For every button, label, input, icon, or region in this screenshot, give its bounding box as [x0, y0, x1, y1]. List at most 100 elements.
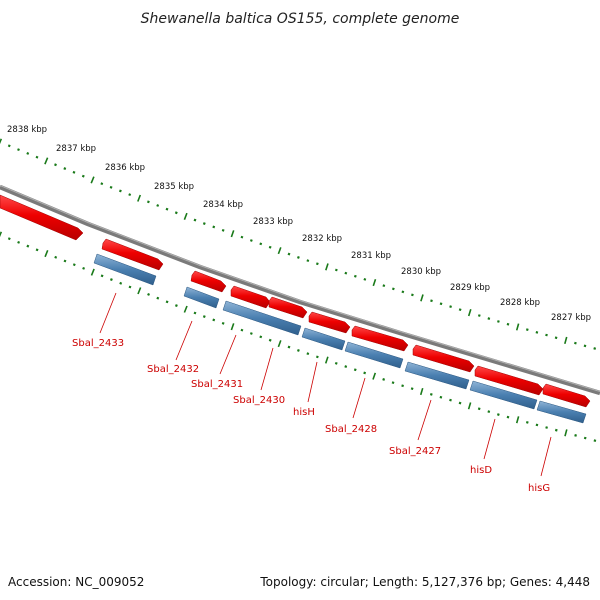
- gene-feature[interactable]: [183, 286, 220, 309]
- minor-tick: [81, 174, 85, 178]
- genome-summary-text: Topology: circular; Length: 5,127,376 bp…: [259, 575, 590, 589]
- minor-tick: [147, 292, 151, 296]
- minor-tick: [156, 204, 160, 207]
- cds-feature[interactable]: [0, 194, 84, 241]
- minor-tick: [202, 315, 206, 318]
- cds-feature[interactable]: [542, 383, 591, 408]
- minor-tick: [344, 271, 348, 275]
- gene-label-sbal-2431[interactable]: Sbal_2431: [191, 379, 243, 390]
- minor-tick: [391, 287, 395, 291]
- minor-tick: [496, 413, 500, 416]
- minor-tick: [7, 144, 11, 148]
- minor-tick: [363, 278, 367, 281]
- gene-label-hisg[interactable]: hisG: [528, 483, 550, 494]
- gene-label-sbal-2427[interactable]: Sbal_2427: [389, 446, 441, 457]
- major-tick: [420, 294, 424, 302]
- minor-tick: [165, 207, 169, 211]
- minor-tick: [212, 225, 216, 229]
- minor-tick: [26, 151, 30, 155]
- gene-feature[interactable]: [301, 327, 346, 351]
- minor-tick: [497, 320, 500, 323]
- minor-tick: [54, 255, 58, 259]
- minor-tick: [156, 296, 160, 300]
- minor-tick: [259, 335, 263, 339]
- minor-tick: [583, 344, 587, 348]
- gene-feature[interactable]: [469, 380, 538, 410]
- minor-tick: [593, 347, 597, 350]
- minor-tick: [174, 211, 178, 215]
- minor-tick: [35, 155, 39, 159]
- cds-feature[interactable]: [190, 270, 227, 293]
- scale-label-2829: 2829 kbp: [450, 283, 490, 293]
- minor-tick: [259, 242, 263, 246]
- minor-tick: [487, 410, 491, 414]
- major-tick: [230, 230, 235, 238]
- minor-tick: [382, 284, 386, 288]
- scale-label-2833: 2833 kbp: [253, 217, 293, 227]
- major-tick: [137, 194, 142, 202]
- gene-feature[interactable]: [536, 400, 587, 424]
- minor-tick: [411, 293, 414, 297]
- major-tick: [325, 263, 329, 271]
- cds-feature[interactable]: [101, 238, 164, 271]
- minor-tick: [119, 281, 123, 285]
- minor-tick: [429, 392, 433, 396]
- scale-label-2828: 2828 kbp: [500, 298, 540, 308]
- gene-label-sbal-2428[interactable]: Sbal_2428: [325, 424, 377, 435]
- minor-tick: [353, 274, 357, 278]
- cds-feature[interactable]: [351, 325, 409, 352]
- minor-tick: [193, 218, 197, 222]
- minor-tick: [109, 278, 113, 281]
- minor-tick: [240, 328, 244, 332]
- genome-backbone: [0, 184, 600, 396]
- scale-label-2830: 2830 kbp: [401, 267, 441, 277]
- minor-tick: [506, 322, 510, 326]
- minor-tick: [82, 266, 86, 270]
- minor-tick: [593, 439, 597, 443]
- gene-label-sbal-2433[interactable]: Sbal_2433: [72, 338, 124, 349]
- minor-tick: [583, 436, 587, 440]
- major-tick: [0, 231, 3, 238]
- gene-label-sbal-2432[interactable]: Sbal_2432: [147, 364, 199, 375]
- minor-tick: [449, 398, 452, 402]
- gene-labels: Sbal_2433 Sbal_2432 Sbal_2431 Sbal_2430 …: [72, 292, 552, 494]
- major-tick: [372, 372, 377, 380]
- minor-tick: [146, 200, 150, 204]
- gene-label-sbal-2430[interactable]: Sbal_2430: [233, 395, 285, 406]
- outer-tick-ring: [0, 138, 597, 350]
- cds-feature[interactable]: [474, 365, 544, 396]
- major-tick: [277, 340, 282, 348]
- minor-tick: [202, 222, 206, 225]
- major-tick: [0, 138, 3, 145]
- minor-tick: [353, 368, 357, 372]
- gene-label-hish[interactable]: hisH: [293, 407, 315, 418]
- minor-tick: [430, 299, 433, 303]
- major-tick: [230, 323, 235, 331]
- minor-tick: [109, 185, 113, 189]
- minor-tick: [128, 285, 132, 289]
- minor-tick: [7, 237, 11, 241]
- minor-tick: [72, 170, 76, 174]
- minor-tick: [296, 256, 300, 259]
- minor-tick: [439, 302, 443, 306]
- minor-tick: [382, 378, 386, 381]
- minor-tick: [574, 341, 577, 345]
- minor-tick: [193, 311, 197, 315]
- minor-tick: [17, 148, 20, 152]
- major-tick: [467, 402, 472, 410]
- minor-tick: [26, 244, 30, 248]
- cds-feature[interactable]: [412, 344, 475, 373]
- minor-tick: [63, 167, 67, 170]
- gene-feature[interactable]: [222, 300, 302, 336]
- gene-feature[interactable]: [93, 253, 157, 286]
- minor-tick: [477, 314, 481, 317]
- cds-feature[interactable]: [230, 285, 271, 309]
- gene-feature[interactable]: [404, 361, 470, 390]
- gene-feature[interactable]: [344, 341, 404, 369]
- gene-label-hisd[interactable]: hisD: [470, 465, 492, 476]
- minor-tick: [449, 305, 452, 309]
- cds-feature[interactable]: [308, 311, 351, 334]
- cds-feature[interactable]: [268, 296, 308, 319]
- minor-tick: [401, 290, 405, 294]
- minor-tick: [334, 268, 338, 272]
